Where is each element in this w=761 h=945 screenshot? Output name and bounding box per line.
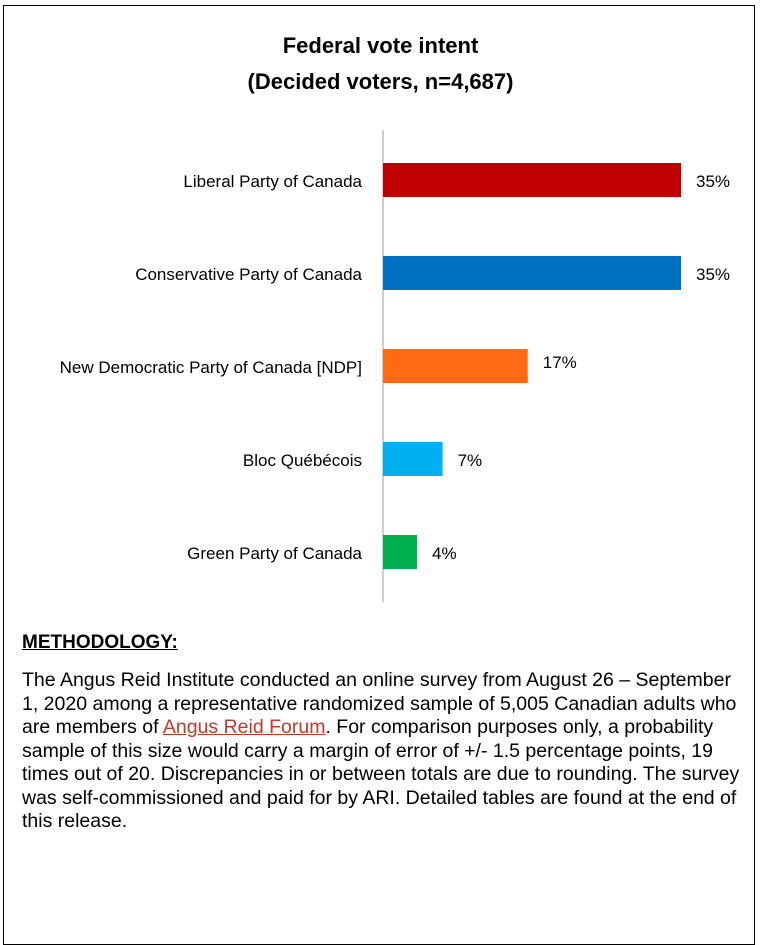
category-label: Green Party of Canada xyxy=(187,544,362,563)
chart-title: Federal vote intent xyxy=(282,33,479,58)
chart-subtitle: (Decided voters, n=4,687) xyxy=(247,69,514,94)
category-label: Bloc Québécois xyxy=(242,451,362,470)
bar xyxy=(383,535,418,569)
bar xyxy=(383,349,528,383)
category-label: Conservative Party of Canada xyxy=(135,265,362,284)
methodology-text: The Angus Reid Institute conducted an on… xyxy=(22,669,746,834)
value-label: 35% xyxy=(695,265,731,284)
value-label: 7% xyxy=(457,451,483,470)
value-label: 17% xyxy=(542,353,577,372)
category-label: Liberal Party of Canada xyxy=(183,172,362,191)
value-label: 35% xyxy=(695,172,731,191)
value-label: 4% xyxy=(432,544,457,563)
bar xyxy=(383,163,681,197)
bar xyxy=(383,256,681,290)
category-label: New Democratic Party of Canada [NDP] xyxy=(59,358,362,377)
text: The Angus Reid Institute conducted an on… xyxy=(22,669,737,738)
text: . For comparison purposes only, a probab… xyxy=(22,716,740,832)
bar xyxy=(383,442,443,476)
link[interactable]: Angus Reid Forum xyxy=(162,716,326,738)
methodology-heading: METHODOLOGY: xyxy=(22,632,178,653)
chart xyxy=(382,130,681,602)
